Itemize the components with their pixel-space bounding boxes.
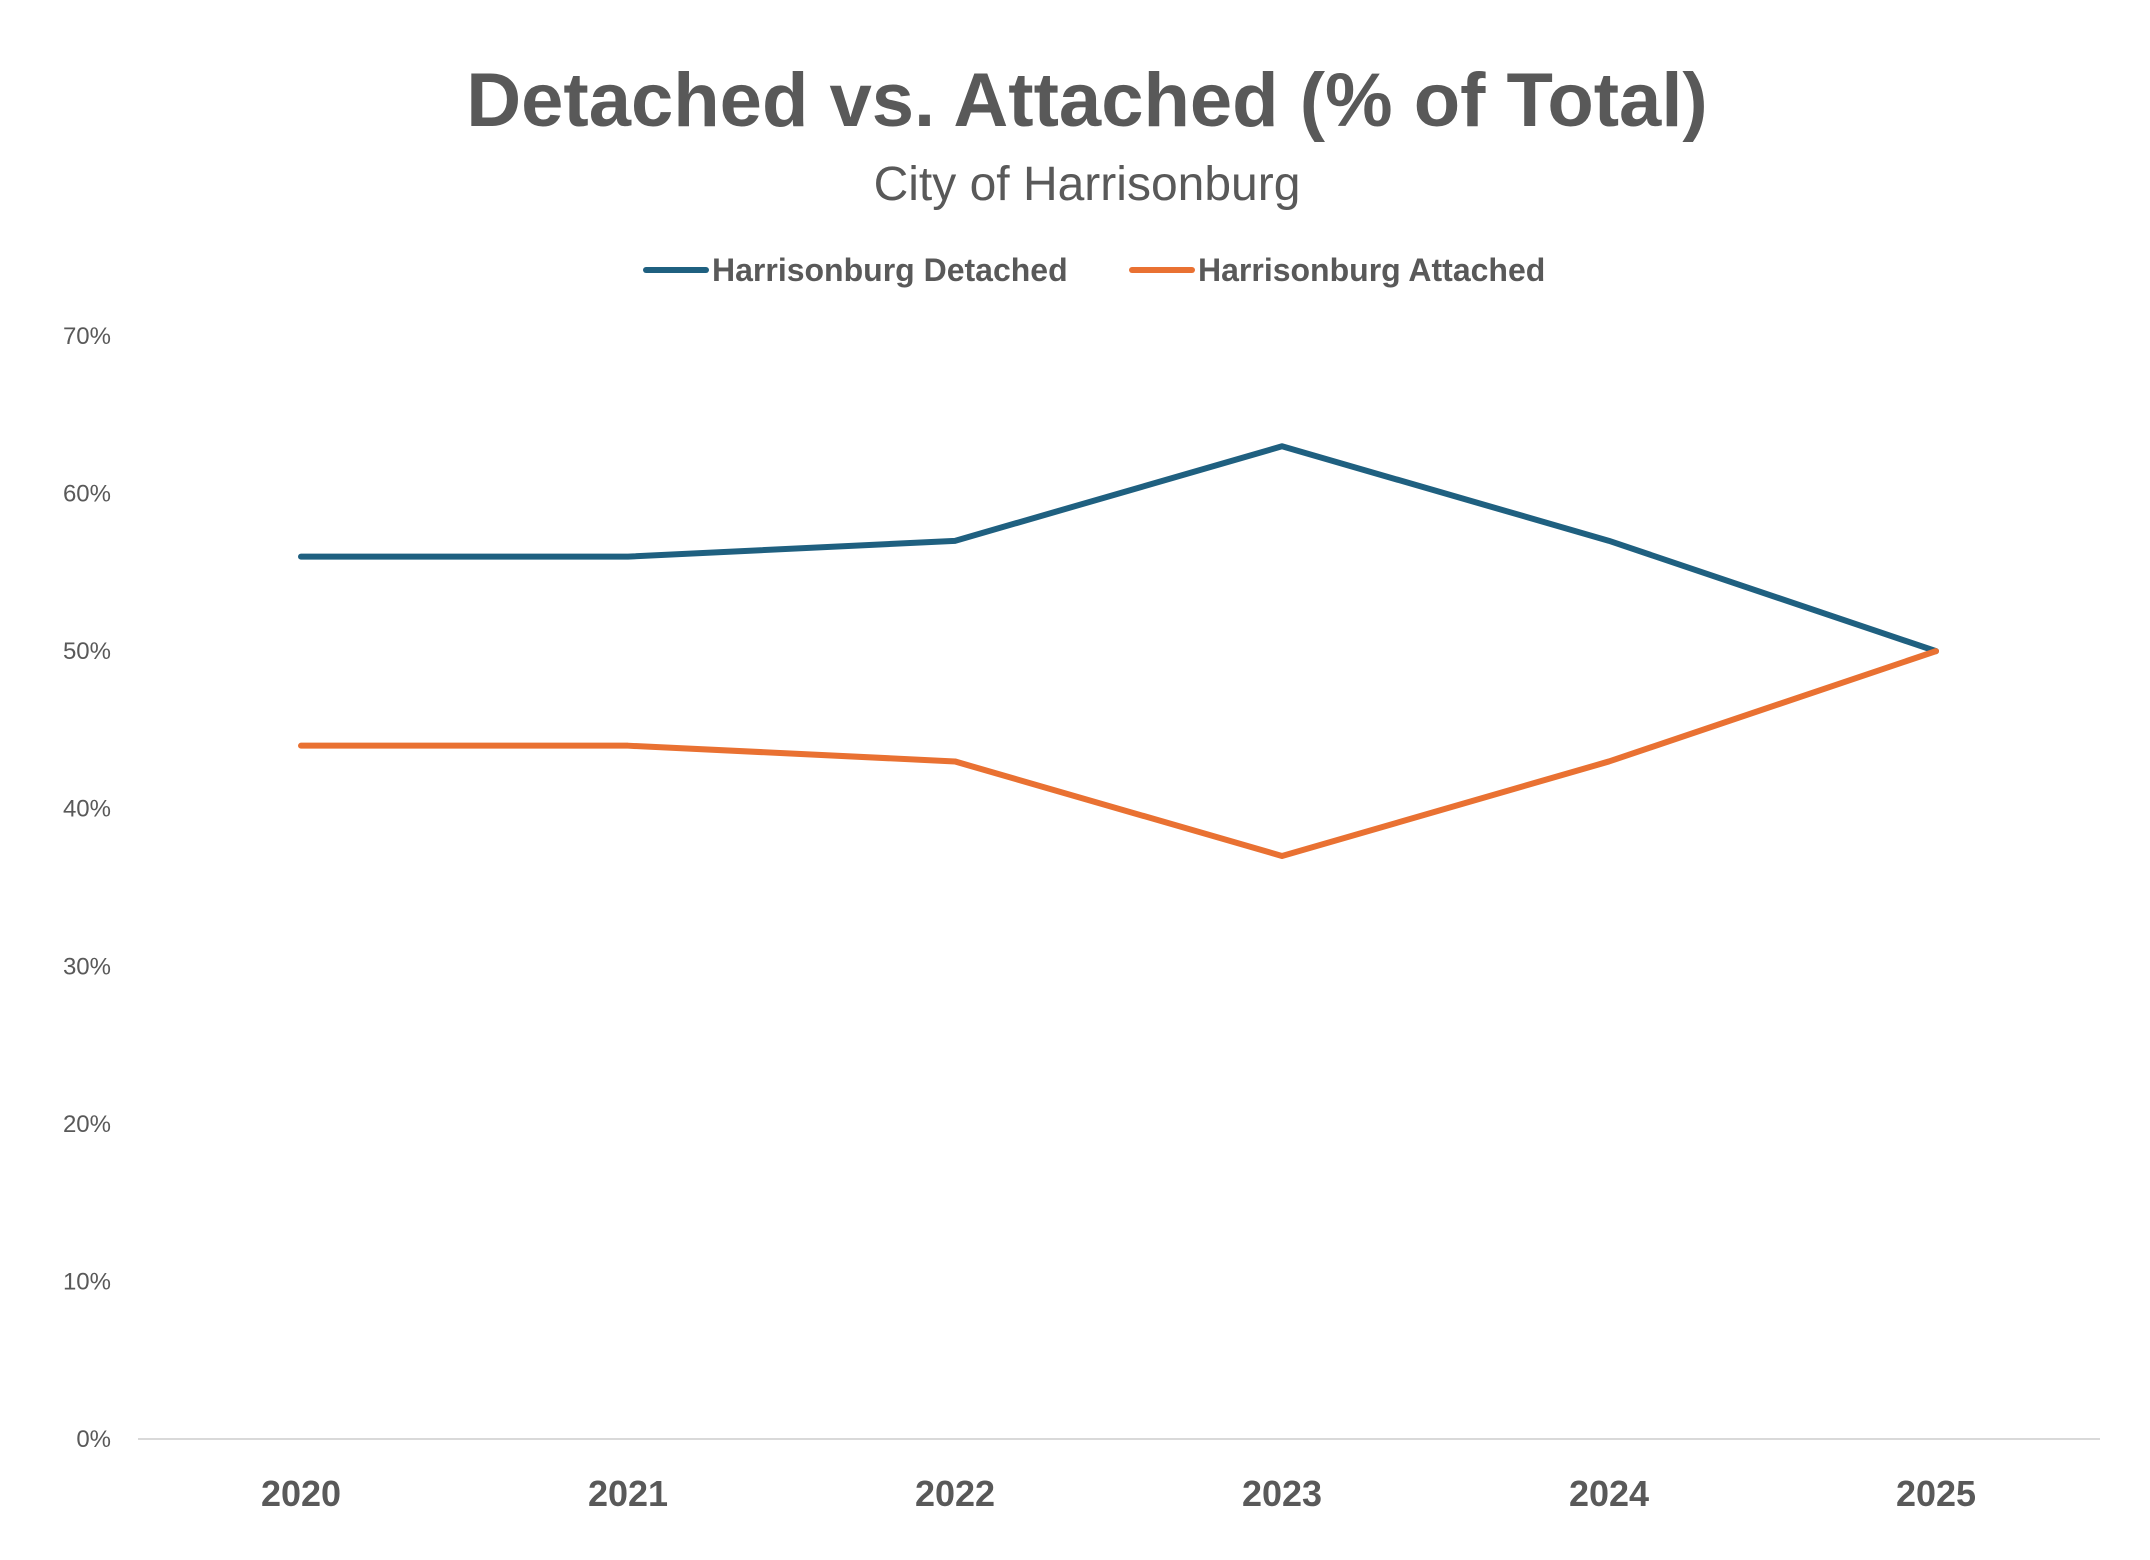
y-tick-label: 30% <box>63 953 111 980</box>
chart-subtitle: City of Harrisonburg <box>874 158 1301 211</box>
legend: Harrisonburg Detached Harrisonburg Attac… <box>643 252 1545 288</box>
series-line-detached <box>298 443 1939 655</box>
y-tick-label: 40% <box>63 796 111 823</box>
y-tick-label: 10% <box>63 1268 111 1295</box>
legend-label-attached: Harrisonburg Attached <box>1198 252 1545 288</box>
x-tick-label: 2020 <box>261 1473 341 1514</box>
legend-label-detached: Harrisonburg Detached <box>712 252 1068 288</box>
x-tick-label: 2022 <box>915 1473 995 1514</box>
x-tick-label: 2024 <box>1569 1473 1649 1514</box>
x-tick-label: 2021 <box>588 1473 668 1514</box>
y-tick-label: 0% <box>76 1426 111 1453</box>
y-tick-label: 50% <box>63 638 111 665</box>
y-axis: 0% 10% 20% 30% 40% 50% 60% 70% <box>63 323 111 1453</box>
chart-title: Detached vs. Attached (% of Total) <box>466 58 1708 143</box>
x-tick-label: 2023 <box>1242 1473 1322 1514</box>
series-lines <box>298 443 1939 859</box>
y-tick-label: 60% <box>63 481 111 508</box>
y-tick-label: 70% <box>63 323 111 350</box>
x-tick-label: 2025 <box>1896 1473 1976 1514</box>
x-axis: 2020 2021 2022 2023 2024 2025 <box>261 1473 1976 1514</box>
y-tick-label: 20% <box>63 1111 111 1138</box>
series-line-attached <box>298 648 1939 859</box>
